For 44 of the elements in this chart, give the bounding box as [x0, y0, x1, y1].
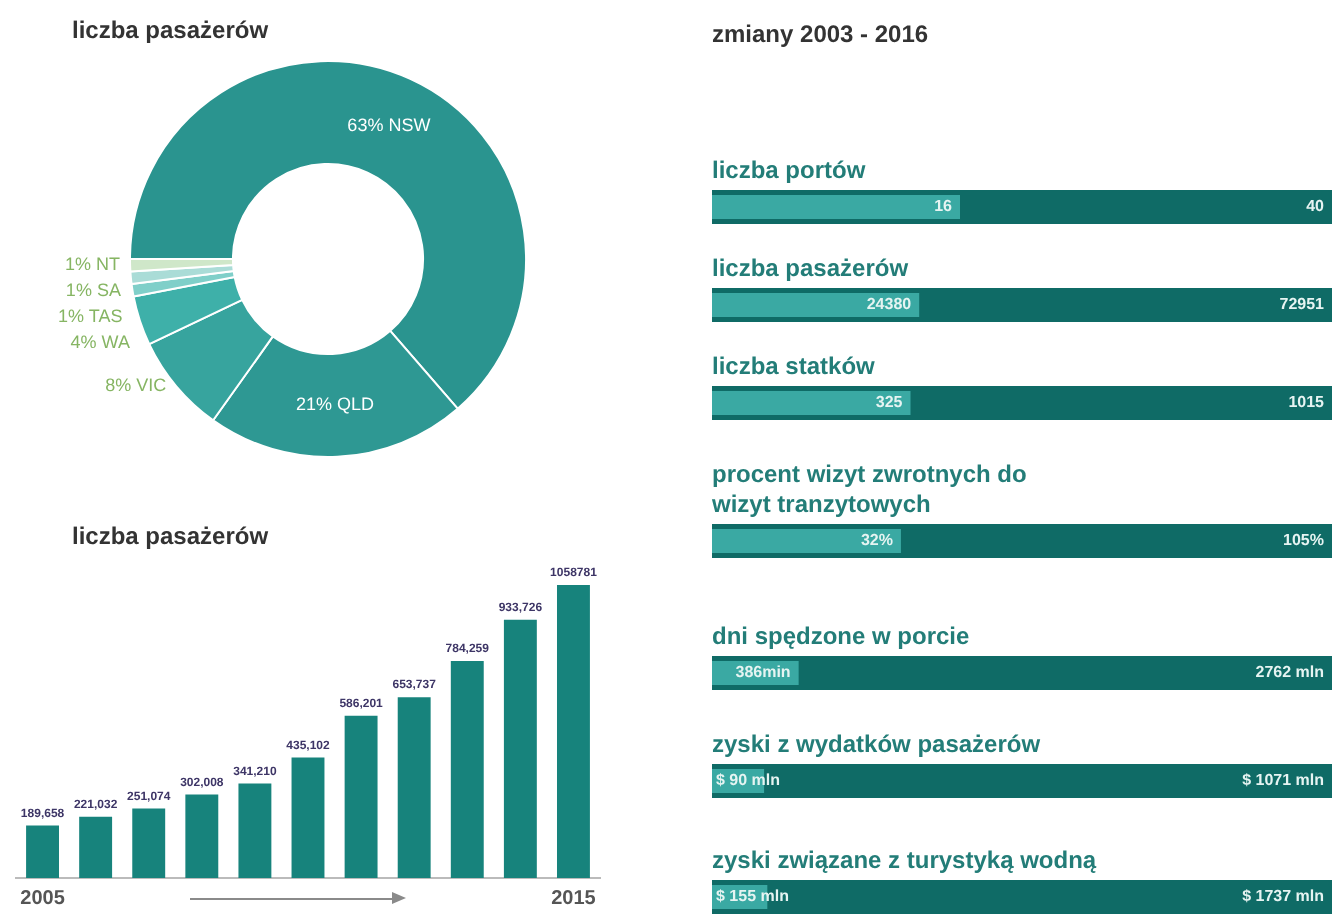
chart-title: zyski związane z turystyką wodną: [712, 846, 1099, 876]
data-label: 105%: [1283, 531, 1324, 550]
slice-label: 1% SA: [65, 280, 121, 301]
chart-title: procent wizyt zwrotnych do wizyt tranzytowych: [712, 460, 1029, 520]
x-tick-label: 2015: [551, 887, 597, 910]
data-label: 40: [1306, 197, 1326, 216]
chart-title: liczba pasażerów: [72, 16, 271, 46]
slice-label: 8% VIC: [105, 375, 168, 396]
chart-title: zyski z wydatków pasażerów: [712, 730, 1043, 760]
bar: [557, 585, 590, 878]
slice-label: 63% NSW: [347, 114, 432, 135]
bar: [450, 661, 484, 878]
slice-label: 4% WA: [70, 332, 130, 353]
data-label: 72951: [1279, 295, 1326, 314]
chart-title: liczba pasażerów: [72, 522, 271, 552]
bar: [185, 794, 219, 878]
slice-label: 1% NT: [65, 254, 122, 275]
data-label: 325: [875, 393, 904, 412]
data-label: 16: [934, 197, 954, 216]
chart-title: liczba pasażerów: [712, 254, 911, 284]
bar: [26, 825, 59, 878]
data-label: 1015: [1288, 393, 1326, 412]
bar: [397, 697, 431, 878]
data-label: 386min: [735, 663, 791, 682]
data-label: $ 90 mln: [716, 771, 781, 790]
bar: [291, 757, 325, 878]
x-tick-label: 2005: [20, 887, 66, 910]
bar: [344, 715, 378, 878]
bar: [132, 808, 166, 878]
chart-subtitle: liczba portów: [712, 156, 866, 184]
bar: [238, 783, 272, 878]
slice-label: 21% QLD: [295, 394, 375, 415]
data-label: 2762 mln: [1255, 663, 1325, 682]
chart-title: dni spędzone w porcie: [712, 622, 972, 652]
slice-label: 1% TAS: [58, 306, 123, 327]
data-label: $ 155 mln: [716, 887, 790, 906]
data-label: 24380: [866, 295, 913, 314]
chart-title: zmiany 2003 - 2016: [712, 20, 931, 50]
data-label: $ 1737 mln: [1242, 887, 1325, 906]
data-label: $ 1071 mln: [1242, 771, 1325, 790]
bar: [503, 619, 537, 878]
data-label: 32%: [860, 531, 893, 550]
chart-title: liczba statków: [712, 352, 877, 382]
bar: [79, 816, 113, 878]
